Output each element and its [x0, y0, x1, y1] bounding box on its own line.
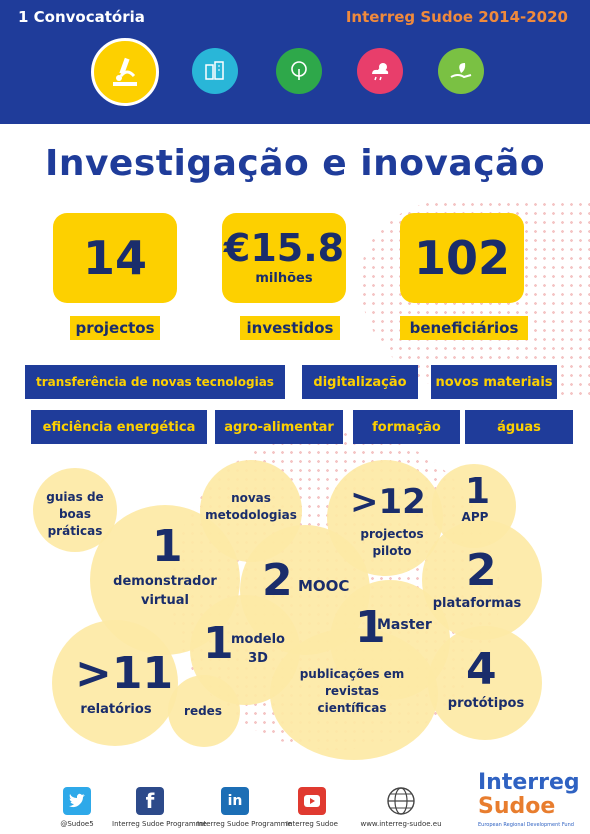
buildings-icon [192, 48, 238, 94]
output-model-label: modelo 3D [231, 632, 285, 666]
output-master-number: 1 [355, 602, 386, 653]
microscope-icon [91, 38, 159, 106]
tag: digitalização [302, 365, 418, 399]
plant-hand-icon [438, 48, 484, 94]
output-platforms-number: 2 [466, 545, 497, 596]
output-app-number: 1 [465, 471, 491, 512]
output-platforms-label: plataformas [432, 596, 522, 611]
stat-card-investment: €15.8 milhões [222, 213, 346, 303]
youtube-caption: Interreg Sudoe [286, 820, 338, 828]
linkedin-caption: Interreg Sudoe Programme [197, 820, 292, 828]
linkedin-icon[interactable]: in [221, 787, 249, 815]
output-pilots-number: >12 [350, 482, 426, 522]
output-pilots-label: projectos piloto [360, 527, 424, 558]
output-model-number: 1 [203, 618, 234, 669]
stat-label: investidos [240, 316, 340, 340]
output-demo-label: demonstrador virtual [113, 574, 217, 608]
tree-icon [276, 48, 322, 94]
tag: novos materiais [431, 365, 557, 399]
output-demo-number: 1 [152, 521, 183, 572]
stat-label: projectos [70, 316, 160, 340]
twitter-icon[interactable] [63, 787, 91, 815]
stat-card-beneficiaries: 102 [400, 213, 524, 303]
tag: agro-alimentar [215, 410, 343, 444]
youtube-icon[interactable] [298, 787, 326, 815]
output-app-label: APP [461, 510, 489, 524]
output-guides: guias de boas práticas [46, 490, 104, 538]
stat-value: 102 [413, 231, 511, 285]
output-mooc-number: 2 [262, 555, 293, 606]
tag: transferência de novas tecnologias [25, 365, 285, 399]
stat-value: €15.8 [223, 226, 345, 270]
output-prototypes-number: 4 [466, 644, 497, 695]
globe-icon[interactable] [386, 786, 416, 816]
page-title: Investigação e inovação [44, 143, 546, 184]
stat-value: 14 [82, 231, 147, 285]
bubble [270, 628, 438, 760]
output-reports-number: >11 [75, 648, 174, 699]
output-publications: publicações em revistas científicas [299, 667, 405, 715]
weather-icon [357, 48, 403, 94]
programme-label: Interreg Sudoe 2014-2020 [345, 8, 568, 26]
tag: eficiência energética [31, 410, 207, 444]
logo-sudoe: Sudoe [478, 794, 556, 819]
facebook-icon[interactable]: f [136, 787, 164, 815]
output-methodologies: novas metodologias [205, 491, 297, 522]
stat-sub: milhões [255, 271, 313, 286]
stat-label: beneficiários [400, 316, 528, 340]
tag: águas [465, 410, 573, 444]
bubble [428, 626, 542, 740]
bubble [52, 620, 178, 746]
tag: formação [353, 410, 460, 444]
web-caption[interactable]: www.interreg-sudoe.eu [360, 820, 442, 828]
output-mooc-label: MOOC [298, 577, 350, 595]
logo-interreg: Interreg [478, 770, 580, 795]
output-reports-label: relatórios [80, 702, 152, 717]
stat-card-projects: 14 [53, 213, 177, 303]
output-master-label: Master [377, 617, 432, 633]
logo-tagline: European Regional Development Fund [478, 822, 574, 828]
output-networks: redes [184, 704, 222, 718]
facebook-caption: Interreg Sudoe Programme [112, 820, 207, 828]
call-label: 1 Convocatória [18, 8, 145, 26]
bubble [168, 675, 240, 747]
output-prototypes-label: protótipos [447, 696, 525, 711]
twitter-caption: @Sudoe5 [60, 820, 94, 828]
